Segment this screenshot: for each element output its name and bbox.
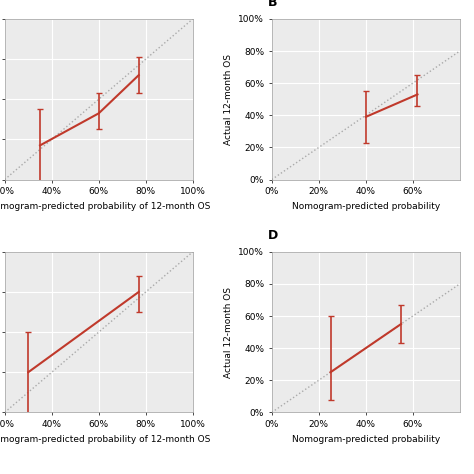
Y-axis label: Actual 12-month OS: Actual 12-month OS — [224, 54, 233, 145]
X-axis label: Nomogram-predicted probability: Nomogram-predicted probability — [292, 202, 440, 211]
Text: B: B — [268, 0, 277, 9]
X-axis label: Nomogram-predicted probability of 12-month OS: Nomogram-predicted probability of 12-mon… — [0, 435, 210, 444]
Text: D: D — [268, 229, 278, 242]
X-axis label: Nomogram-predicted probability: Nomogram-predicted probability — [292, 435, 440, 444]
Y-axis label: Actual 12-month OS: Actual 12-month OS — [224, 287, 233, 378]
X-axis label: Nomogram-predicted probability of 12-month OS: Nomogram-predicted probability of 12-mon… — [0, 202, 210, 211]
